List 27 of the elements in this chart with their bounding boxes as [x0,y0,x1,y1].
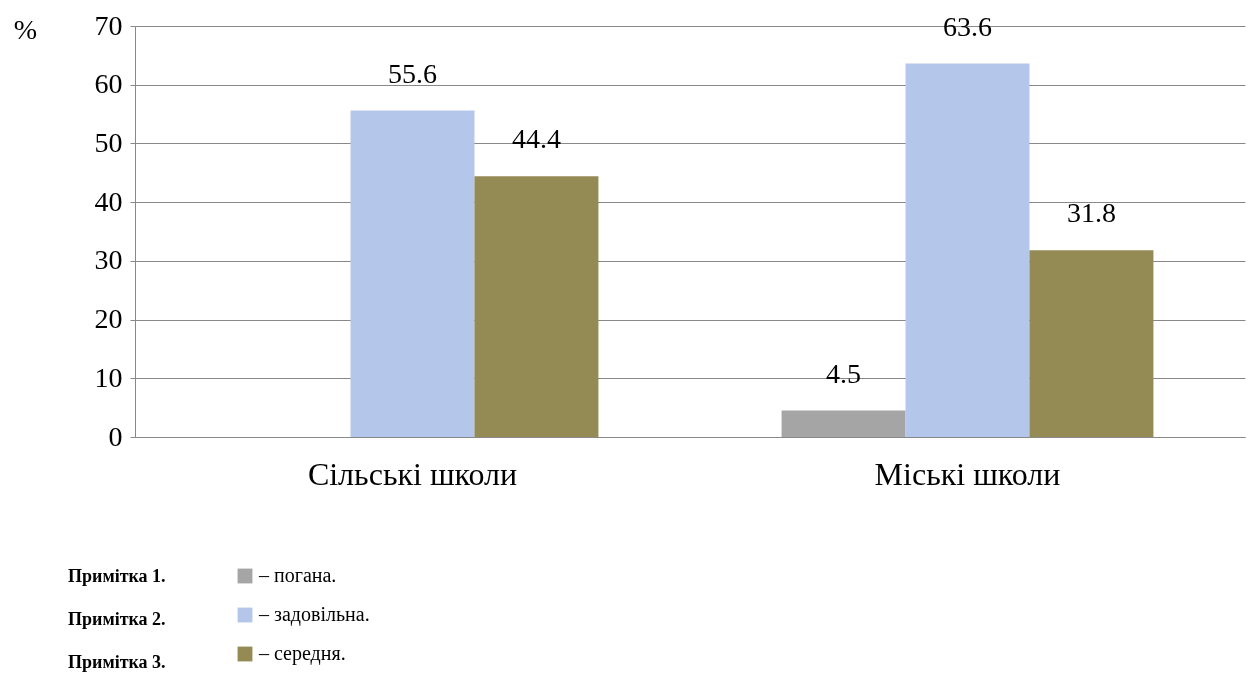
x-tick-label: Міські школи [874,455,1061,492]
y-tick-label: 10 [94,361,123,393]
bar [1029,250,1154,437]
data-label: 4.5 [826,357,862,389]
text: Примітка 3. [68,652,166,673]
data-label: 63.6 [943,10,992,42]
bar [474,176,599,437]
y-tick-label: 50 [94,126,123,158]
text: Примітка 1. [68,566,166,587]
y-tick-label: 40 [94,185,123,217]
data-label: 31.8 [1066,197,1116,229]
y-tick-label: 60 [94,68,123,100]
data-label: 44.4 [511,123,561,155]
y-tick-label: 20 [94,303,123,335]
legend-label: – погана. [258,564,337,586]
y-tick-label: 0 [108,420,123,452]
y-tick-label: 70 [94,9,123,41]
legend-label: – задовільна. [258,603,370,626]
bar [781,410,906,437]
y-tick-label: 30 [94,244,123,276]
legend-label: – середня. [258,642,346,665]
text: Примітка 2. [68,609,166,630]
x-tick-label: Сільські школи [307,455,518,492]
bar [905,63,1030,437]
y-axis-title: % [13,13,38,45]
bar [350,110,475,437]
data-label: 55.6 [388,57,437,89]
